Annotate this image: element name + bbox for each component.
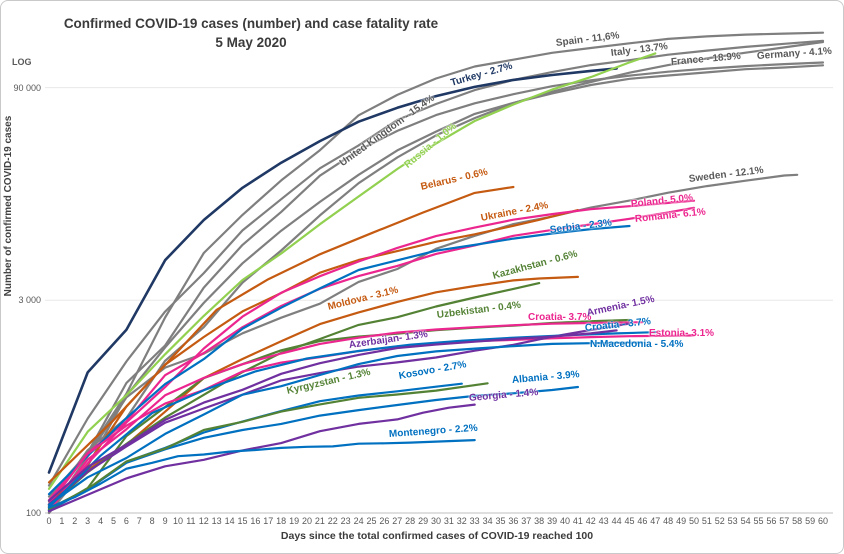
x-tick-label: 36 — [508, 516, 519, 526]
x-tick-label: 57 — [779, 516, 790, 526]
series-line-georgia — [47, 403, 476, 513]
series-line-moldova — [47, 275, 580, 509]
chart-title-line1: Confirmed COVID-19 cases (number) and ca… — [63, 16, 439, 31]
x-tick-label: 29 — [418, 516, 429, 526]
x-tick-label: 49 — [676, 516, 687, 526]
x-tick-label: 5 — [110, 516, 116, 526]
y-axis-title: Number of confirmed COVID-19 cases — [3, 115, 14, 297]
series-line-ukraine — [47, 209, 580, 507]
series-line-poland — [47, 199, 696, 512]
series-label-estonia: Estonia- 3.1% — [649, 328, 715, 339]
series-label-croatia: Croatia- 3.7% — [528, 312, 592, 323]
x-tick-label: 38 — [534, 516, 545, 526]
x-tick-label: 14 — [224, 516, 235, 526]
series-line-kyrgyzstan — [47, 382, 489, 510]
x-tick-label: 35 — [495, 516, 506, 526]
x-tick-label: 17 — [263, 516, 274, 526]
x-tick-label: 59 — [805, 516, 816, 526]
series-line-n-macedonia — [47, 341, 644, 506]
x-tick-label: 44 — [611, 516, 622, 526]
x-tick-label: 26 — [379, 516, 390, 526]
x-tick-label: 18 — [276, 516, 287, 526]
x-tick-label: 8 — [149, 516, 155, 526]
x-tick-label: 1 — [59, 516, 65, 526]
x-tick-label: 55 — [753, 516, 764, 526]
series-line-serbia — [47, 224, 631, 496]
series-line-azerbaijan — [47, 329, 618, 502]
x-tick-label: 19 — [289, 516, 300, 526]
x-tick-label: 47 — [650, 516, 661, 526]
x-tick-label: 30 — [430, 516, 441, 526]
series-label-n-macedonia: N.Macedonia - 5.4% — [590, 339, 684, 350]
x-tick-label: 10 — [172, 516, 183, 526]
series-line-romania — [47, 206, 696, 502]
x-tick-label: 48 — [663, 516, 674, 526]
chart-title: Confirmed COVID-19 cases (number) and ca… — [31, 14, 471, 52]
series-line-italy — [47, 39, 825, 487]
y-tick-label: 100 — [25, 508, 41, 518]
x-tick-label: 25 — [366, 516, 377, 526]
x-tick-label: 16 — [250, 516, 261, 526]
x-tick-label: 51 — [701, 516, 712, 526]
x-tick-label: 39 — [547, 516, 558, 526]
x-tick-label: 34 — [482, 516, 493, 526]
series-line-croatia-2 — [47, 331, 657, 509]
series-line-croatia — [47, 321, 644, 511]
x-tick-label: 56 — [766, 516, 777, 526]
series-line-germany — [47, 61, 825, 498]
x-tick-label: 58 — [792, 516, 803, 526]
x-tick-label: 42 — [585, 516, 596, 526]
series-line-turkey — [47, 67, 618, 474]
x-tick-label: 37 — [521, 516, 532, 526]
x-tick-label: 13 — [211, 516, 222, 526]
series-line-sweden — [47, 173, 799, 514]
series-line-montenegro — [47, 439, 476, 509]
x-tick-label: 12 — [198, 516, 209, 526]
x-tick-label: 41 — [572, 516, 583, 526]
x-tick-label: 15 — [237, 516, 248, 526]
x-tick-label: 32 — [456, 516, 467, 526]
x-tick-label: 60 — [817, 516, 828, 526]
x-tick-label: 6 — [123, 516, 129, 526]
x-tick-label: 40 — [559, 516, 570, 526]
x-tick-label: 24 — [353, 516, 364, 526]
series-line-france — [47, 64, 825, 515]
x-tick-label: 54 — [740, 516, 751, 526]
x-tick-label: 7 — [136, 516, 142, 526]
series-line-spain — [47, 31, 825, 503]
x-tick-label: 23 — [340, 516, 351, 526]
x-tick-label: 52 — [714, 516, 725, 526]
y-tick-label: 90 000 — [13, 82, 41, 93]
x-tick-label: 9 — [162, 516, 168, 526]
x-axis-title: Days since the total confirmed cases of … — [280, 530, 594, 542]
x-tick-label: 46 — [637, 516, 648, 526]
x-tick-label: 50 — [688, 516, 699, 526]
log-scale-label: LOG — [12, 57, 32, 67]
x-tick-label: 4 — [98, 516, 104, 526]
x-tick-label: 45 — [624, 516, 635, 526]
x-tick-label: 3 — [85, 516, 91, 526]
y-tick-label: 3 000 — [18, 295, 41, 306]
x-tick-label: 43 — [598, 516, 609, 526]
x-tick-label: 2 — [72, 516, 78, 526]
x-tick-label: 0 — [46, 516, 52, 526]
x-tick-label: 20 — [301, 516, 312, 526]
x-tick-label: 27 — [392, 516, 403, 526]
x-tick-label: 33 — [469, 516, 480, 526]
series-line-russia — [47, 52, 657, 490]
x-tick-label: 21 — [314, 516, 325, 526]
x-tick-label: 28 — [405, 516, 416, 526]
x-tick-label: 53 — [727, 516, 738, 526]
x-tick-label: 22 — [327, 516, 338, 526]
x-tick-label: 11 — [186, 516, 196, 526]
chart-title-date: 5 May 2020 — [215, 35, 287, 50]
x-tick-label: 31 — [443, 516, 454, 526]
